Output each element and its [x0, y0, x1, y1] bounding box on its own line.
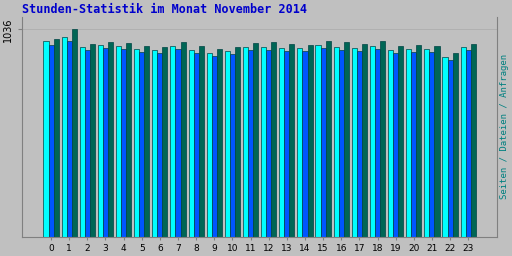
Bar: [54, 39, 59, 237]
Bar: [217, 49, 222, 237]
Bar: [126, 42, 131, 237]
Bar: [144, 46, 150, 237]
Bar: [375, 49, 380, 237]
Bar: [406, 49, 411, 237]
Bar: [284, 51, 289, 237]
Bar: [157, 52, 162, 237]
Bar: [315, 45, 321, 237]
Bar: [103, 48, 108, 237]
Bar: [297, 48, 303, 237]
Bar: [207, 52, 212, 237]
Bar: [170, 46, 176, 237]
Bar: [85, 50, 90, 237]
Bar: [80, 47, 85, 237]
Bar: [398, 46, 403, 237]
Bar: [308, 45, 313, 237]
Text: Stunden-Statistik im Monat November 2014: Stunden-Statistik im Monat November 2014: [22, 3, 307, 16]
Bar: [98, 45, 103, 237]
Bar: [225, 51, 230, 237]
Bar: [49, 45, 54, 237]
Bar: [411, 51, 416, 237]
Bar: [447, 60, 453, 237]
Bar: [230, 54, 235, 237]
Bar: [235, 47, 240, 237]
Bar: [266, 50, 271, 237]
Bar: [253, 42, 258, 237]
Bar: [461, 47, 466, 237]
Bar: [139, 51, 144, 237]
Bar: [243, 47, 248, 237]
Bar: [261, 47, 266, 237]
Bar: [271, 41, 276, 237]
Bar: [435, 46, 439, 237]
Bar: [121, 49, 126, 237]
Bar: [61, 37, 67, 237]
Bar: [388, 50, 393, 237]
Bar: [116, 46, 121, 237]
Bar: [370, 46, 375, 237]
Bar: [248, 50, 253, 237]
Bar: [471, 44, 476, 237]
Bar: [344, 41, 349, 237]
Bar: [416, 45, 421, 237]
Bar: [339, 50, 344, 237]
Bar: [108, 41, 113, 237]
Bar: [212, 56, 217, 237]
Bar: [430, 51, 435, 237]
Bar: [162, 47, 167, 237]
Bar: [289, 44, 294, 237]
Bar: [453, 52, 458, 237]
Bar: [442, 57, 447, 237]
Bar: [176, 49, 181, 237]
Bar: [357, 51, 362, 237]
Bar: [188, 50, 194, 237]
Bar: [352, 48, 357, 237]
Bar: [326, 41, 331, 237]
Y-axis label: Seiten / Dateien / Anfragen: Seiten / Dateien / Anfragen: [500, 54, 509, 199]
Bar: [44, 41, 49, 237]
Bar: [424, 49, 430, 237]
Bar: [321, 48, 326, 237]
Bar: [380, 41, 385, 237]
Bar: [181, 41, 186, 237]
Bar: [199, 46, 204, 237]
Bar: [72, 29, 77, 237]
Bar: [466, 50, 471, 237]
Bar: [194, 52, 199, 237]
Bar: [90, 44, 95, 237]
Bar: [334, 47, 339, 237]
Bar: [152, 50, 157, 237]
Bar: [362, 44, 367, 237]
Bar: [134, 49, 139, 237]
Bar: [279, 48, 284, 237]
Bar: [67, 41, 72, 237]
Bar: [303, 51, 308, 237]
Bar: [393, 52, 398, 237]
